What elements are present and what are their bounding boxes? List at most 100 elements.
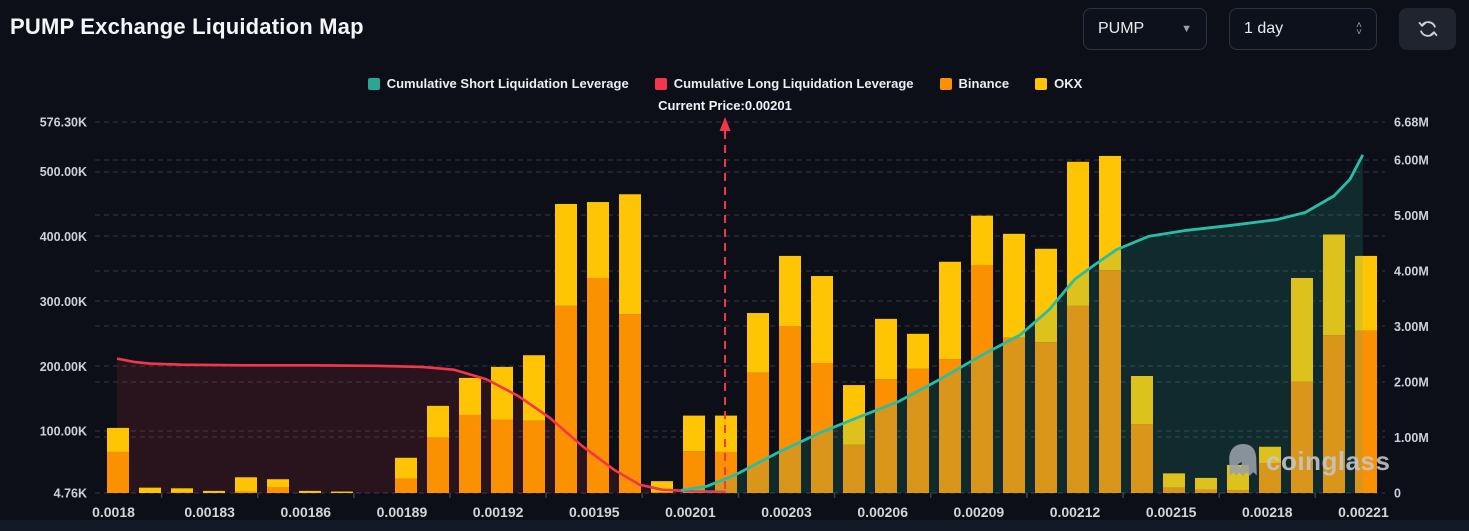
okx-bar-segment [235, 477, 257, 492]
binance-bar-segment [1131, 424, 1153, 493]
x-axis-label: 0.00192 [473, 504, 524, 520]
okx-bar-segment [907, 333, 929, 369]
x-axis-label: 0.00221 [1338, 504, 1389, 520]
legend-item-0[interactable]: Cumulative Short Liquidation Leverage [367, 76, 629, 91]
binance-bar-segment [683, 451, 705, 493]
binance-bar-segment [587, 277, 609, 493]
okx-bar-segment [619, 194, 641, 315]
x-axis-label: 0.00183 [184, 504, 235, 520]
chart-legend: Cumulative Short Liquidation Leverage Cum… [0, 76, 1450, 91]
x-axis-label: 0.0018 [92, 504, 135, 520]
binance-bar-segment [267, 487, 289, 493]
right-axis-label: 6.00M [1394, 153, 1429, 167]
okx-bar-segment [1291, 277, 1313, 382]
legend-label: OKX [1054, 76, 1083, 91]
okx-bar-segment [1195, 477, 1217, 490]
right-axis-label: 4.00M [1394, 264, 1429, 278]
okx-bar-segment [555, 203, 577, 306]
okx-bar-segment [171, 488, 193, 493]
binance-bar-segment [1035, 342, 1057, 493]
long-leverage-line [116, 357, 727, 494]
binance-bar-segment [939, 359, 961, 493]
okx-bar-segment [331, 491, 353, 493]
okx-bar-segment [939, 261, 961, 360]
binance-bar-segment [907, 368, 929, 493]
interval-select[interactable]: 1 day ˄ ˅ [1229, 8, 1377, 50]
left-axis-label: 100.00K [40, 425, 87, 439]
legend-label: Cumulative Long Liquidation Leverage [673, 76, 914, 91]
binance-bar-segment [1003, 337, 1025, 493]
okx-bar-segment [779, 255, 801, 327]
binance-bar-segment [651, 492, 673, 493]
right-axis-label: 5.00M [1394, 209, 1429, 223]
legend-item-1[interactable]: Cumulative Long Liquidation Leverage [654, 76, 914, 91]
current-price-arrow-icon [719, 117, 731, 131]
okx-bar-segment [715, 415, 737, 452]
refresh-button[interactable] [1399, 8, 1456, 50]
okx-bar-segment [1323, 234, 1345, 336]
refresh-icon [1417, 21, 1438, 37]
okx-bar-segment [395, 457, 417, 479]
binance-bar-segment [555, 305, 577, 493]
x-axis-label: 0.00218 [1242, 504, 1293, 520]
left-axis-label: 300.00K [40, 295, 87, 309]
left-axis-label: 576.30K [40, 116, 87, 130]
x-axis-label: 0.00186 [280, 504, 331, 520]
coinglass-logo-icon [1229, 444, 1257, 477]
okx-bar-segment [587, 202, 609, 278]
okx-bar-segment [203, 490, 225, 493]
right-axis-label: 6.68M [1394, 116, 1429, 130]
binance-bar-segment [619, 314, 641, 493]
okx-bar-segment [747, 313, 769, 373]
binance-bar-segment [1163, 487, 1185, 493]
okx-bar-segment [811, 276, 833, 364]
short-leverage-line [680, 154, 1365, 492]
binance-bar-segment [395, 478, 417, 493]
spinner-up-icon: ˄ [1356, 20, 1362, 31]
binance-bar-segment [1323, 335, 1345, 493]
legend-swatch-icon [1035, 77, 1048, 90]
symbol-select-value: PUMP [1098, 20, 1145, 37]
okx-bar-segment [1259, 446, 1281, 463]
spinner-down-icon: ˅ [1356, 27, 1362, 38]
binance-bar-segment [1099, 270, 1121, 493]
okx-bar-segment [267, 479, 289, 488]
left-axis-label: 500.00K [40, 165, 87, 179]
left-axis-label: 4.76K [54, 487, 87, 501]
legend-item-2[interactable]: Binance [939, 76, 1010, 91]
x-axis-label: 0.00206 [857, 504, 908, 520]
left-axis-label: 200.00K [40, 360, 87, 374]
binance-bar-segment [1355, 330, 1377, 493]
okx-bar-segment [1131, 376, 1153, 425]
right-axis-label: 0 [1394, 487, 1401, 501]
binance-bar-segment [491, 419, 513, 493]
symbol-select[interactable]: PUMP ▼ [1083, 8, 1207, 50]
okx-bar-segment [683, 415, 705, 452]
right-axis-label: 2.00M [1394, 375, 1429, 389]
left-axis-label: 400.00K [40, 230, 87, 244]
short-leverage-area [681, 154, 1363, 494]
legend-label: Binance [958, 76, 1010, 91]
coinglass-watermark: coinglass [1226, 443, 1390, 479]
x-axis-label: 0.00189 [377, 504, 428, 520]
interval-select-value: 1 day [1244, 20, 1284, 37]
legend-item-3[interactable]: OKX [1035, 76, 1082, 91]
okx-bar-segment [971, 215, 993, 266]
watermark-text: coinglass [1266, 445, 1391, 476]
x-axis-label: 0.00195 [569, 504, 620, 520]
okx-bar-segment [299, 490, 321, 493]
binance-bar-segment [843, 444, 865, 493]
spinner-icon: ˄ ˅ [1356, 20, 1362, 38]
binance-bar-segment [459, 414, 481, 493]
okx-bar-segment [1099, 155, 1121, 271]
binance-bar-segment [971, 265, 993, 493]
okx-bar-segment [651, 481, 673, 493]
okx-bar-segment [427, 405, 449, 438]
binance-bar-segment [427, 437, 449, 493]
binance-bar-segment [1227, 490, 1249, 493]
okx-bar-segment [459, 377, 481, 415]
binance-bar-segment [811, 363, 833, 493]
okx-bar-segment [139, 487, 161, 493]
